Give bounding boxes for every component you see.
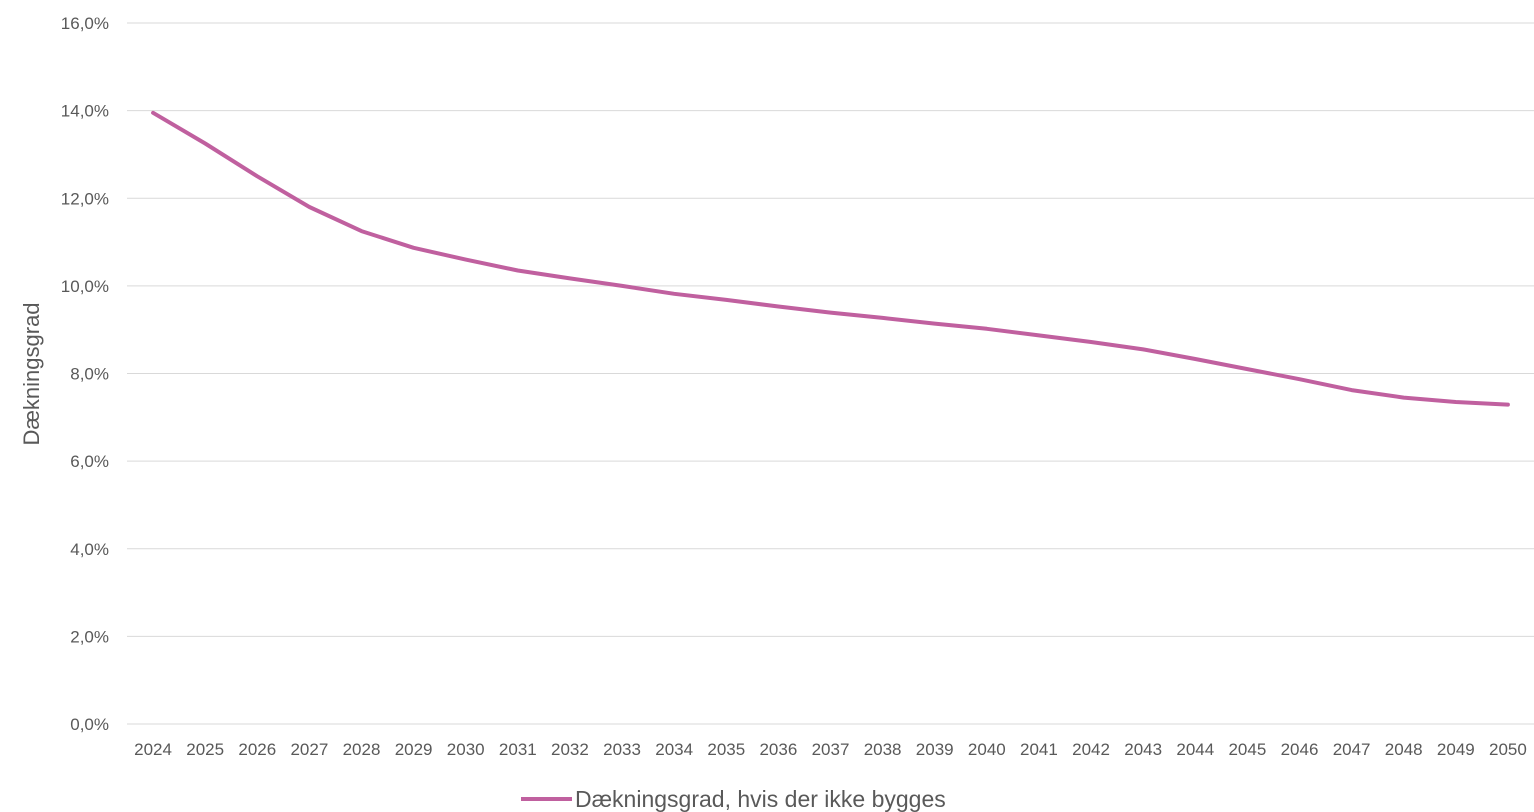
x-tick-label: 2033 [603, 740, 641, 759]
x-tick-label: 2036 [759, 740, 797, 759]
x-tick-label: 2027 [290, 740, 328, 759]
x-tick-label: 2039 [916, 740, 954, 759]
x-tick-label: 2024 [134, 740, 172, 759]
x-tick-label: 2038 [864, 740, 902, 759]
legend-label: Dækningsgrad, hvis der ikke bygges [575, 786, 946, 812]
series-lines [151, 110, 1510, 407]
x-tick-label: 2050 [1489, 740, 1527, 759]
x-tick-label: 2029 [395, 740, 433, 759]
x-axis-tick-labels: 2024 2025 2026 2027 2028 2029 2030 2031 2032 2033… [134, 740, 1527, 759]
y-tick-label: 12,0% [61, 189, 109, 208]
y-tick-label: 4,0% [70, 540, 109, 559]
y-tick-label: 0,0% [70, 715, 109, 734]
y-tick-label: 14,0% [61, 102, 109, 121]
x-tick-label: 2043 [1124, 740, 1162, 759]
y-tick-label: 2,0% [70, 627, 109, 646]
x-tick-label: 2031 [499, 740, 537, 759]
x-tick-label: 2045 [1228, 740, 1266, 759]
x-tick-label: 2028 [343, 740, 381, 759]
x-tick-label: 2044 [1176, 740, 1214, 759]
x-tick-label: 2032 [551, 740, 589, 759]
x-tick-label: 2035 [707, 740, 745, 759]
x-tick-label: 2030 [447, 740, 485, 759]
y-tick-label: 10,0% [61, 277, 109, 296]
x-tick-label: 2041 [1020, 740, 1058, 759]
legend: Dækningsgrad, hvis der ikke bygges [521, 786, 946, 812]
y-axis-tick-labels: 0,0% 2,0% 4,0% 6,0% 8,0% 10,0% 12,0% 14,0% 16,0% [61, 14, 109, 734]
y-tick-label: 16,0% [61, 14, 109, 33]
x-tick-label: 2048 [1385, 740, 1423, 759]
gridlines [127, 22, 1534, 725]
x-tick-label: 2026 [238, 740, 276, 759]
x-tick-label: 2034 [655, 740, 693, 759]
series-line [151, 110, 1510, 407]
x-tick-label: 2046 [1281, 740, 1319, 759]
x-tick-label: 2049 [1437, 740, 1475, 759]
x-tick-label: 2040 [968, 740, 1006, 759]
y-axis-label: Dækningsgrad [19, 302, 44, 445]
x-tick-label: 2042 [1072, 740, 1110, 759]
y-tick-label: 8,0% [70, 365, 109, 384]
x-tick-label: 2047 [1333, 740, 1371, 759]
x-tick-label: 2025 [186, 740, 224, 759]
y-tick-label: 6,0% [70, 452, 109, 471]
x-tick-label: 2037 [812, 740, 850, 759]
